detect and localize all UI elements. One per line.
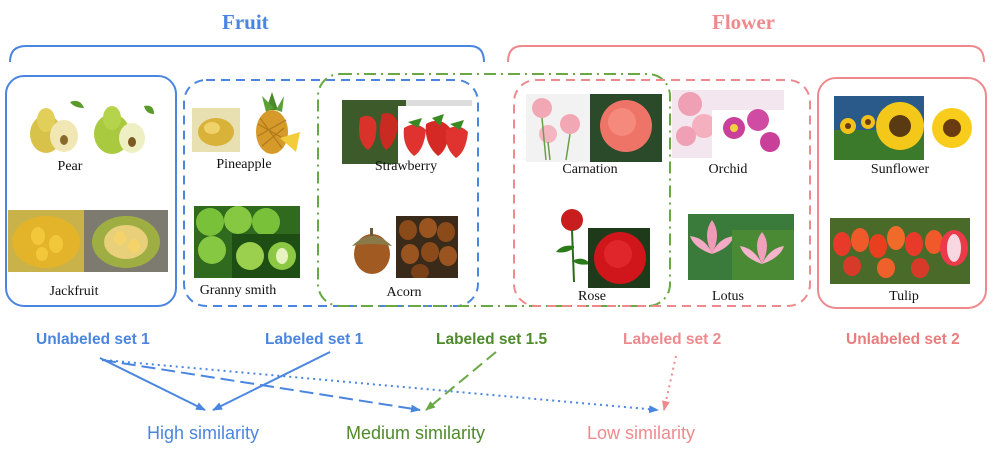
- acorn-label: Acorn: [386, 285, 422, 300]
- pineapple-image: [192, 88, 304, 156]
- labeled-set-1-5-label: Labeled set 1.5: [436, 331, 548, 348]
- arrow-u1-to-high: [99, 357, 206, 411]
- fruit-brace: [9, 45, 485, 63]
- tulip-image: [830, 218, 970, 284]
- arrow-l1-to-high: [212, 351, 331, 411]
- sunflower-label: Sunflower: [870, 162, 930, 177]
- pear-image: [14, 98, 154, 156]
- rose-label: Rose: [578, 289, 606, 304]
- labeled-set-2-label: Labeled set 2: [623, 331, 722, 348]
- arrow-l15-to-medium: [425, 351, 497, 411]
- orchid-label: Orchid: [708, 162, 748, 177]
- sunflower-image: [834, 96, 974, 160]
- labeled-set-1-label: Labeled set 1: [265, 331, 364, 348]
- labeled-set-1-5-box: [317, 73, 671, 307]
- orchid-image: [672, 90, 784, 158]
- unlabeled-set-1-label: Unlabeled set 1: [36, 331, 150, 348]
- flower-brace: [507, 45, 985, 63]
- fruit-heading: Fruit: [222, 10, 269, 34]
- low-similarity-label: Low similarity: [587, 423, 696, 443]
- granny-smith-image: [194, 206, 300, 278]
- rose-image: [548, 206, 650, 288]
- labeled-set-2-box: [513, 79, 811, 307]
- lotus-label: Lotus: [712, 289, 744, 304]
- jackfruit-label: Jackfruit: [49, 284, 99, 299]
- strawberry-image: [342, 100, 472, 164]
- pineapple-label: Pineapple: [216, 157, 272, 172]
- carnation-image: [526, 94, 662, 162]
- arrow-l2-to-low: [662, 355, 677, 411]
- flower-heading: Flower: [712, 10, 775, 34]
- jackfruit-image: [8, 210, 168, 272]
- pear-label: Pear: [57, 159, 83, 174]
- arrow-u1-to-low: [103, 359, 659, 414]
- strawberry-label: Strawberry: [374, 159, 438, 174]
- unlabeled-set-1-box: [5, 75, 177, 307]
- tulip-label: Tulip: [889, 289, 919, 304]
- lotus-image: [688, 214, 794, 280]
- arrow-u1-to-medium: [101, 359, 421, 413]
- acorn-image: [344, 216, 458, 278]
- unlabeled-set-2-box: [817, 77, 987, 309]
- high-similarity-label: High similarity: [147, 423, 260, 443]
- medium-similarity-label: Medium similarity: [346, 423, 486, 443]
- granny-smith-label: Granny smith: [199, 283, 277, 298]
- unlabeled-set-2-label: Unlabeled set 2: [846, 331, 960, 348]
- labeled-set-1-box: [183, 79, 479, 307]
- carnation-label: Carnation: [562, 162, 618, 177]
